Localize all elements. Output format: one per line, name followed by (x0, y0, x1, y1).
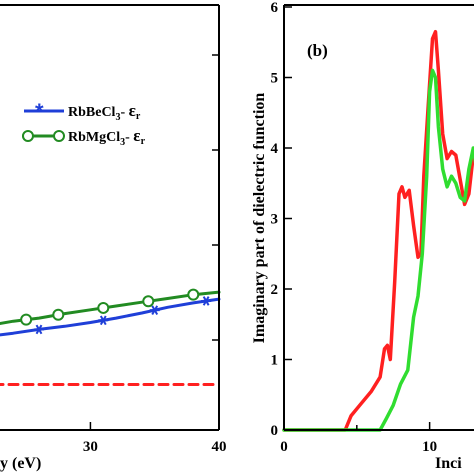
panel-a-rbmgcl3-marker-5 (97, 301, 110, 314)
legend-entry-rbmgcl3: RbMgCl3- εr (22, 126, 146, 148)
legend-label-rbbecl3: RbBeCl3- εr (68, 101, 141, 123)
panel-b-series-0-line (282, 29, 474, 432)
panel-b-y-tick-label-5: 5 (271, 71, 279, 87)
panel-b-x-tick-label-10: 10 (422, 439, 437, 455)
panel-a-series-rbmgcl3-line (0, 290, 221, 325)
panel-a-rbbecl3-marker-4 (149, 305, 160, 315)
panel-a-rbmgcl3-marker-7 (187, 288, 200, 301)
panel-a-rbbecl3-marker-5 (201, 296, 212, 306)
panel-b-y-tick-label-3: 3 (271, 212, 279, 228)
panel-a-rbbecl3-marker-2 (34, 324, 44, 335)
legend-asterisk-marker-rbbecl3: * (35, 99, 44, 124)
panel-a-legend: * RbBeCl3- εr RbMgCl3- εr (22, 99, 146, 148)
panel-b-x-axis-label: Inci (435, 455, 462, 472)
panel-b-chart: 0 1 2 3 4 5 6 0 10 Imaginary part of dielectric … (251, 0, 474, 472)
panel-b-label: (b) (307, 41, 328, 60)
panel-a-rbbecl3-marker-3 (98, 315, 109, 326)
legend-label-rbmgcl3: RbMgCl3- εr (68, 126, 146, 148)
panel-b-y-tick-label-2: 2 (271, 282, 279, 298)
panel-a-x-axis-label: y (eV) (0, 455, 41, 472)
panel-b-x-tick-label-0: 0 (280, 439, 288, 455)
panel-b-y-tick-label-4: 4 (271, 141, 279, 157)
panel-a-x-ticks: 30 40 (83, 54, 227, 455)
panel-b-y-tick-label-0: 0 (271, 423, 279, 439)
legend-entry-rbbecl3: * RbBeCl3- εr (24, 99, 141, 124)
panel-a-x-tick-label-40: 40 (212, 439, 227, 455)
panel-b-y-axis-label: Imaginary part of dielectric function (251, 93, 268, 344)
panel-a-plot-area (0, 288, 221, 386)
panel-a-chart: 30 40 y (eV) * RbBeCl3- εr RbMgCl3- εr (0, 4, 227, 472)
panel-b-series-1-line (282, 68, 474, 432)
panel-a-rbmgcl3-marker-6 (142, 295, 155, 308)
legend-circle-marker-rbmgcl3-2 (53, 130, 65, 142)
panel-a-series-rbbecl3-line (0, 297, 221, 337)
panel-b-plot-area (282, 29, 474, 432)
panel-a-rbmgcl3-marker-3 (20, 313, 33, 326)
panel-a-rbmgcl3-marker-4 (52, 308, 65, 321)
panel-b-axis-ticks: 0 1 2 3 4 5 6 0 10 (271, 0, 438, 455)
panel-b-y-tick-label-1: 1 (271, 353, 279, 369)
panel-b-y-tick-label-6: 6 (271, 0, 279, 16)
legend-circle-marker-rbmgcl3-1 (22, 130, 34, 142)
panel-a-x-tick-label-30: 30 (83, 439, 98, 455)
